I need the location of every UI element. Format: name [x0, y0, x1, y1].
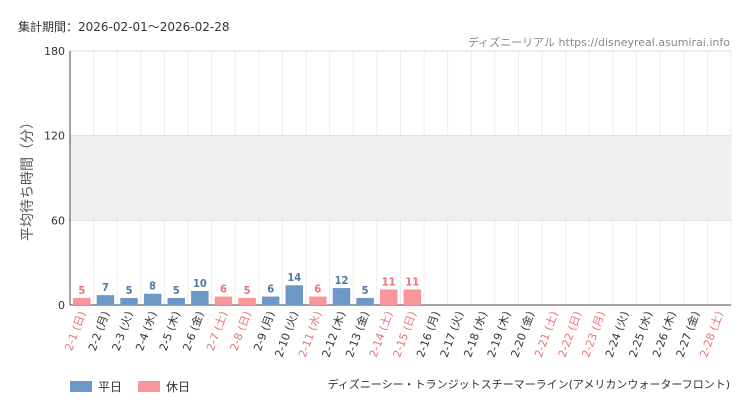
legend-item-holiday: 休日: [138, 378, 190, 395]
legend-label-holiday: 休日: [166, 380, 191, 394]
bar: [120, 297, 138, 305]
data-label: 6: [314, 283, 321, 296]
y-axis-label: 平均待ち時間（分）: [20, 115, 36, 241]
data-label: 12: [335, 274, 349, 287]
x-tick-label: 2-5 (木): [157, 310, 183, 353]
bar: [285, 285, 304, 305]
x-tick-label: 2-1 (日): [62, 310, 88, 353]
data-label: 10: [193, 277, 207, 290]
x-tick-label: 2-4 (水): [133, 310, 159, 353]
data-label: 5: [173, 284, 180, 297]
x-tick-label: 2-28 (土): [697, 310, 726, 360]
bar: [261, 296, 280, 305]
bar: [309, 296, 327, 305]
y-tick-label: 0: [58, 299, 65, 312]
x-tick-label: 2-8 (日): [228, 310, 254, 353]
legend: 平日 休日: [70, 378, 206, 395]
bar: [73, 297, 91, 305]
data-label: 6: [220, 283, 227, 296]
data-label: 5: [362, 284, 369, 297]
legend-label-weekday: 平日: [98, 380, 123, 394]
legend-swatch-weekday: [70, 381, 92, 392]
bar: [379, 289, 398, 305]
data-label: 5: [78, 284, 85, 297]
attraction-name: ディズニーシー・トランジットスチーマーライン(アメリカンウォーターフロント): [327, 378, 730, 391]
bar-layer: [73, 285, 422, 305]
data-label: 14: [287, 271, 301, 284]
x-tick-label: 2-6 (金): [179, 309, 206, 352]
bar: [356, 297, 374, 305]
x-tick-label: 2-7 (土): [204, 310, 230, 353]
period-label: 集計期間：2026-02-01～2026-02-28: [18, 20, 230, 34]
data-label: 6: [267, 283, 274, 296]
legend-swatch-holiday: [138, 381, 161, 392]
y-tick-label: 180: [44, 45, 65, 58]
bar: [403, 289, 422, 305]
y-tick-label: 120: [44, 130, 65, 143]
x-tick-label: 2-2 (月): [86, 310, 112, 353]
bar: [143, 293, 162, 305]
x-tick-label: 2-3 (火): [110, 310, 136, 353]
data-label: 11: [405, 275, 419, 288]
y-tick-label: 60: [51, 214, 65, 227]
data-label: 8: [149, 280, 156, 293]
x-tick-label: 2-9 (月): [251, 310, 277, 353]
data-label: 7: [102, 281, 109, 294]
label-layer: 52-1 (日)72-2 (月)52-3 (火)82-4 (水)52-5 (木)…: [62, 271, 726, 359]
watermark-credit: ディズニーリアル https://disneyreal.asumirai.inf…: [467, 36, 730, 49]
legend-item-weekday: 平日: [70, 378, 122, 395]
data-label: 5: [244, 284, 251, 297]
bar: [332, 288, 351, 305]
bar: [191, 290, 209, 305]
bar: [167, 297, 185, 305]
bar: [214, 296, 233, 305]
data-label: 5: [126, 284, 133, 297]
bar: [238, 297, 256, 305]
bar: [96, 295, 115, 305]
data-label: 11: [382, 275, 396, 288]
grid-layer: 0 60 120 180: [44, 45, 732, 312]
